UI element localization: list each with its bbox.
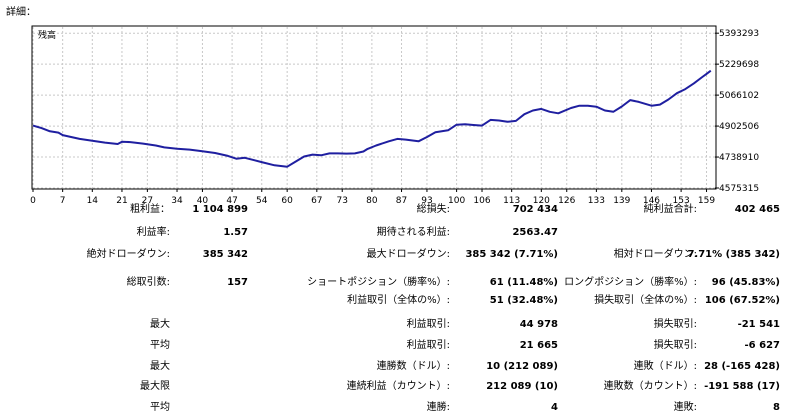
stat-value: 212 089 (10) xyxy=(486,381,558,392)
stat-value: 702 434 xyxy=(512,204,558,215)
x-tick-label: 34 xyxy=(171,196,183,205)
x-tick-label: 54 xyxy=(256,196,268,205)
x-tick-label: 159 xyxy=(698,196,715,205)
stat-label: 損失取引（全体の%）: xyxy=(594,295,697,306)
stat-label: ショートポジション（勝率%）: xyxy=(307,277,450,288)
stat-label: 連勝: xyxy=(426,402,450,413)
stat-value: -21 541 xyxy=(737,319,780,330)
stat-label: 最大限 xyxy=(140,381,170,392)
x-tick-label: 60 xyxy=(281,196,293,205)
y-tick-label: 4902506 xyxy=(719,122,759,132)
stat-value: 61 (11.48%) xyxy=(489,277,558,288)
x-tick-label: 87 xyxy=(396,196,407,205)
stat-value: 157 xyxy=(227,277,248,288)
stat-value: 1.57 xyxy=(223,227,248,238)
x-axis-ticks: 0 7 14 21 27 34 40 47 54 60 67 73 80 87 93 100 106 113 120… xyxy=(30,189,715,205)
chart-legend-label: 残高 xyxy=(38,29,56,41)
balance-series-line xyxy=(32,69,712,168)
balance-chart: 0 7 14 21 27 34 40 47 54 60 67 73 80 87 93 100 106 113 120… xyxy=(30,25,759,205)
stat-label: 最大 xyxy=(150,361,170,372)
x-tick-label: 80 xyxy=(366,196,378,205)
stat-value: 28 (-165 428) xyxy=(704,361,780,372)
stat-label: 期待される利益: xyxy=(376,227,450,238)
x-tick-label: 100 xyxy=(448,196,465,205)
stat-value: 385 342 xyxy=(202,249,248,260)
y-tick-label: 4738910 xyxy=(719,153,759,163)
stat-value: 51 (32.48%) xyxy=(489,295,558,306)
x-tick-label: 139 xyxy=(613,196,630,205)
stat-label: 利益率: xyxy=(136,227,170,238)
y-tick-label: 5066102 xyxy=(719,91,759,101)
y-axis-ticks: 4575315 4738910 4902506 5066102 5229698 53932… xyxy=(715,29,759,194)
stat-label: 最大ドローダウン: xyxy=(366,249,450,260)
x-tick-label: 67 xyxy=(311,196,322,205)
stat-value: 10 (212 089) xyxy=(486,361,558,372)
stat-value: -6 627 xyxy=(744,340,780,351)
stat-value: 385 342 (7.71%) xyxy=(465,249,558,260)
stat-label: 利益取引: xyxy=(406,319,450,330)
stat-label: 総損失: xyxy=(416,204,450,215)
chart-plot-area xyxy=(31,25,717,190)
x-tick-label: 27 xyxy=(142,196,153,205)
y-tick-label: 5229698 xyxy=(719,60,759,70)
stat-value: 402 465 xyxy=(734,204,780,215)
y-tick-label: 4575315 xyxy=(719,184,759,194)
stat-label: 連勝数（ドル）: xyxy=(376,361,450,372)
y-tick-label: 5393293 xyxy=(719,29,759,39)
x-tick-label: 47 xyxy=(226,196,237,205)
stat-label: 損失取引: xyxy=(653,340,697,351)
stat-label: 利益取引: xyxy=(406,340,450,351)
stat-label: 平均 xyxy=(150,340,170,351)
x-tick-label: 7 xyxy=(60,196,66,205)
x-tick-label: 106 xyxy=(473,196,490,205)
x-tick-label: 73 xyxy=(337,196,348,205)
stat-value: 4 xyxy=(551,402,558,413)
stat-label: 絶対ドローダウン: xyxy=(86,249,170,260)
stat-label: 最大 xyxy=(150,319,170,330)
stat-value: 106 (67.52%) xyxy=(704,295,780,306)
stat-value: 96 (45.83%) xyxy=(711,277,780,288)
x-tick-label: 153 xyxy=(673,196,690,205)
stat-label: 相対ドローダウン: xyxy=(613,249,697,260)
stat-label: 連続利益（カウント）: xyxy=(346,381,450,392)
stat-label: 平均 xyxy=(150,402,170,413)
x-tick-label: 40 xyxy=(197,196,209,205)
stat-value: 8 xyxy=(773,402,780,413)
stat-label: 連敗（ドル）: xyxy=(633,361,697,372)
stat-value: 21 665 xyxy=(519,340,558,351)
stat-label: 粗利益： xyxy=(130,204,170,215)
stat-label: 純利益合計: xyxy=(643,204,697,215)
stat-label: ロングポジション（勝率%）: xyxy=(564,277,697,288)
stat-value: -191 588 (17) xyxy=(704,381,780,392)
stat-label: 損失取引: xyxy=(653,319,697,330)
stat-label: 利益取引（全体の%）: xyxy=(347,295,450,306)
x-tick-label: 126 xyxy=(558,196,575,205)
details-header: 詳細： xyxy=(6,7,36,18)
x-tick-label: 14 xyxy=(87,196,99,205)
x-tick-label: 113 xyxy=(503,196,520,205)
x-tick-label: 146 xyxy=(643,196,660,205)
stat-value: 2563.47 xyxy=(512,227,558,238)
x-tick-label: 120 xyxy=(533,196,550,205)
chart-grid xyxy=(32,27,715,189)
stat-label: 連敗: xyxy=(673,402,697,413)
x-tick-label: 21 xyxy=(116,196,127,205)
x-tick-label: 93 xyxy=(421,196,432,205)
stat-value: 7.71% (385 342) xyxy=(687,249,780,260)
stat-value: 44 978 xyxy=(519,319,558,330)
x-tick-label: 0 xyxy=(30,196,36,205)
stat-label: 総取引数: xyxy=(126,277,170,288)
x-tick-label: 133 xyxy=(588,196,605,205)
stat-value: 1 104 899 xyxy=(192,204,248,215)
stat-label: 連敗数（カウント）: xyxy=(603,381,697,392)
